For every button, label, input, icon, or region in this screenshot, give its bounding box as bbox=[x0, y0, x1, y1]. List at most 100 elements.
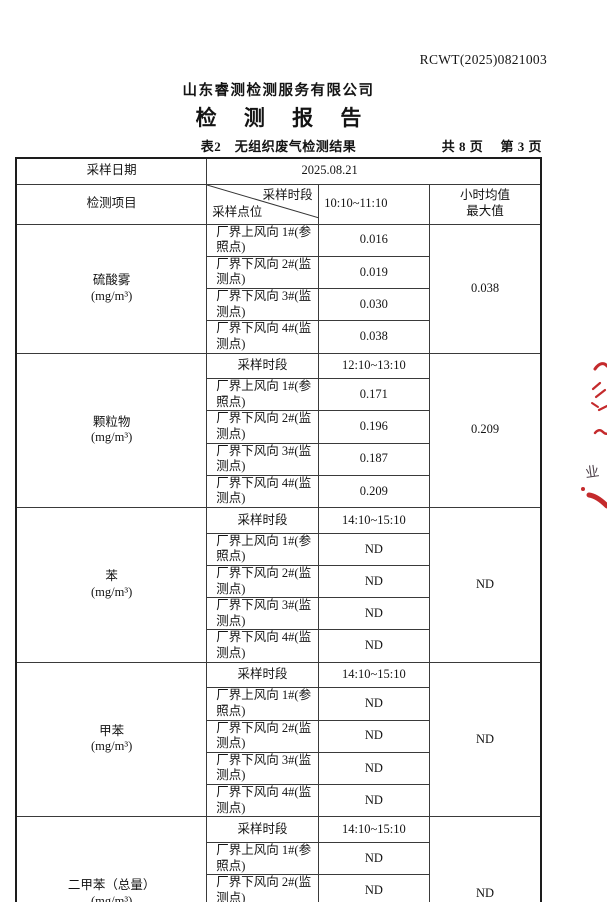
substance-name: 甲苯 bbox=[99, 723, 125, 738]
table-row: 厂界上风向 1#(参照点) 0.171 bbox=[16, 378, 541, 412]
table-row: 厂界下风向 2#(监测点) ND bbox=[16, 874, 541, 902]
result-value: ND bbox=[317, 564, 431, 599]
report-title: 检 测 报 告 bbox=[195, 106, 373, 130]
result-value: ND bbox=[317, 629, 431, 663]
result-value: ND bbox=[317, 719, 431, 753]
point-label: 厂界下风向 4#(监测点) bbox=[206, 474, 319, 509]
hourly-max-value: 0.209 bbox=[429, 352, 542, 509]
page-indicator: 共 8 页 第 3 页 bbox=[441, 139, 542, 154]
point-label: 厂界上风向 1#(参照点) bbox=[206, 532, 319, 566]
substance-cell: 颗粒物 (mg/m³) bbox=[15, 352, 208, 509]
point-label: 厂界下风向 2#(监测点) bbox=[206, 564, 319, 599]
substance-cell: 甲苯 (mg/m³) bbox=[15, 661, 208, 818]
hourly-max-value: ND bbox=[429, 661, 542, 818]
period-value: 14:10~15:10 bbox=[317, 507, 431, 534]
sampling-date-text: 2025.08.21 bbox=[301, 163, 358, 178]
substance-unit: (mg/m³) bbox=[91, 894, 133, 902]
result-value: ND bbox=[317, 841, 431, 876]
substance-name: 苯 bbox=[105, 569, 118, 584]
table-row: 厂界下风向 4#(监测点) 0.038 bbox=[16, 320, 541, 354]
table-row: 厂界下风向 4#(监测点) ND bbox=[16, 784, 541, 818]
table-row: 厂界下风向 4#(监测点) ND bbox=[16, 629, 541, 663]
substance-unit: (mg/m³) bbox=[91, 584, 133, 599]
substance-unit: (mg/m³) bbox=[91, 430, 133, 445]
hourly-max-value: 0.038 bbox=[429, 223, 542, 354]
result-value: 0.171 bbox=[317, 378, 431, 412]
result-value: ND bbox=[317, 687, 431, 721]
results-table: 采样日期 2025.08.21 检测项目 采样时段 采样点位 10:10~11:… bbox=[15, 157, 542, 902]
result-value: 0.038 bbox=[317, 320, 431, 354]
result-value: 0.187 bbox=[317, 442, 431, 476]
stamp-fragment-icon: 业 bbox=[581, 362, 607, 509]
table-row: 厂界下风向 3#(监测点) ND bbox=[16, 751, 541, 786]
result-value: ND bbox=[317, 874, 431, 902]
hourly-max-value: ND bbox=[429, 816, 542, 902]
company-name: 山东睿测检测服务有限公司 bbox=[182, 83, 375, 99]
period-value: 14:10~15:10 bbox=[317, 661, 431, 689]
hourly-max-line2: 最大值 bbox=[466, 204, 504, 218]
substance-cell: 硫酸雾 (mg/m³) bbox=[15, 223, 208, 354]
substance-unit: (mg/m³) bbox=[91, 739, 133, 754]
point-label: 厂界下风向 4#(监测点) bbox=[206, 320, 319, 354]
period-value: 14:10~15:10 bbox=[317, 816, 431, 843]
sampling-date-value: 2025.08.21 bbox=[206, 157, 542, 185]
point-label: 厂界下风向 3#(监测点) bbox=[206, 287, 319, 322]
diagonal-header-cell: 采样时段 采样点位 bbox=[206, 183, 319, 225]
table-row: 厂界下风向 4#(监测点) 0.209 bbox=[16, 474, 541, 509]
table-row: 厂界下风向 2#(监测点) ND bbox=[16, 719, 541, 753]
hourly-max-header: 小时均值 最大值 bbox=[429, 183, 542, 225]
result-value: ND bbox=[317, 532, 431, 566]
substance-cell: 苯 (mg/m³) bbox=[15, 507, 208, 663]
table-row: 厂界下风向 2#(监测点) 0.019 bbox=[16, 255, 541, 290]
substance-name: 硫酸雾 bbox=[92, 272, 131, 287]
table-row: 厂界上风向 1#(参照点) ND bbox=[16, 687, 541, 721]
result-value: 0.016 bbox=[317, 223, 431, 257]
result-value: 0.019 bbox=[317, 255, 431, 290]
point-label: 厂界下风向 3#(监测点) bbox=[206, 442, 319, 476]
table-row: 厂界上风向 1#(参照点) ND bbox=[16, 532, 541, 566]
table-row-header: 检测项目 采样时段 采样点位 10:10~11:10 小时均值 最大值 bbox=[15, 183, 542, 225]
table-row-date: 采样日期 2025.08.21 bbox=[15, 157, 542, 185]
point-label: 厂界上风向 1#(参照点) bbox=[206, 687, 319, 721]
result-value: 0.030 bbox=[317, 287, 431, 322]
diag-period-label: 采样时段 bbox=[262, 187, 313, 202]
period-label: 采样时段 bbox=[206, 661, 319, 689]
diag-point-label: 采样点位 bbox=[212, 204, 263, 219]
result-value: ND bbox=[317, 751, 431, 786]
period-label: 采样时段 bbox=[206, 507, 319, 534]
table-row-period: 二甲苯（总量） (mg/m³) 采样时段 14:10~15:10 ND bbox=[15, 816, 542, 902]
table-row: 厂界下风向 2#(监测点) 0.196 bbox=[16, 410, 541, 444]
stamp-dark-glyph: 业 bbox=[584, 464, 600, 482]
table-row-period: 苯 (mg/m³) 采样时段 14:10~15:10 ND bbox=[15, 507, 542, 663]
table-row: 厂界下风向 2#(监测点) ND bbox=[16, 564, 541, 599]
item-header: 检测项目 bbox=[15, 183, 208, 225]
report-number: RCWT(2025)0821003 bbox=[419, 52, 547, 67]
result-value: 0.209 bbox=[317, 474, 431, 509]
substance-unit: (mg/m³) bbox=[91, 288, 133, 303]
hourly-max-line1: 小时均值 bbox=[460, 188, 511, 203]
table-row-period: 甲苯 (mg/m³) 采样时段 14:10~15:10 ND bbox=[15, 661, 542, 818]
table-caption-row: 表2 无组织废气检测结果 共 8 页 第 3 页 bbox=[15, 136, 542, 154]
point-label: 厂界下风向 3#(监测点) bbox=[206, 597, 319, 631]
point-label: 厂界下风向 4#(监测点) bbox=[206, 784, 319, 818]
table-row: 厂界上风向 1#(参照点) ND bbox=[16, 841, 541, 876]
first-period-cell: 10:10~11:10 bbox=[317, 183, 431, 225]
result-value: ND bbox=[317, 597, 431, 631]
point-label: 厂界上风向 1#(参照点) bbox=[206, 378, 319, 412]
table-row-period: 颗粒物 (mg/m³) 采样时段 12:10~13:10 0.209 bbox=[15, 352, 542, 509]
point-label: 厂界下风向 3#(监测点) bbox=[206, 751, 319, 786]
substance-cell: 二甲苯（总量） (mg/m³) bbox=[15, 816, 208, 902]
hourly-max-value: ND bbox=[429, 507, 542, 663]
point-label: 厂界下风向 2#(监测点) bbox=[206, 410, 319, 444]
period-label: 采样时段 bbox=[206, 816, 319, 843]
point-label: 厂界下风向 2#(监测点) bbox=[206, 255, 319, 290]
point-label: 厂界下风向 2#(监测点) bbox=[206, 719, 319, 753]
sampling-date-label: 采样日期 bbox=[15, 157, 208, 185]
first-period-text: 10:10~11:10 bbox=[324, 196, 388, 211]
period-label: 采样时段 bbox=[206, 352, 319, 380]
substance-name: 二甲苯（总量） bbox=[67, 878, 156, 893]
period-value: 12:10~13:10 bbox=[317, 352, 431, 380]
diagonal-line bbox=[207, 185, 318, 218]
result-value: 0.196 bbox=[317, 410, 431, 444]
